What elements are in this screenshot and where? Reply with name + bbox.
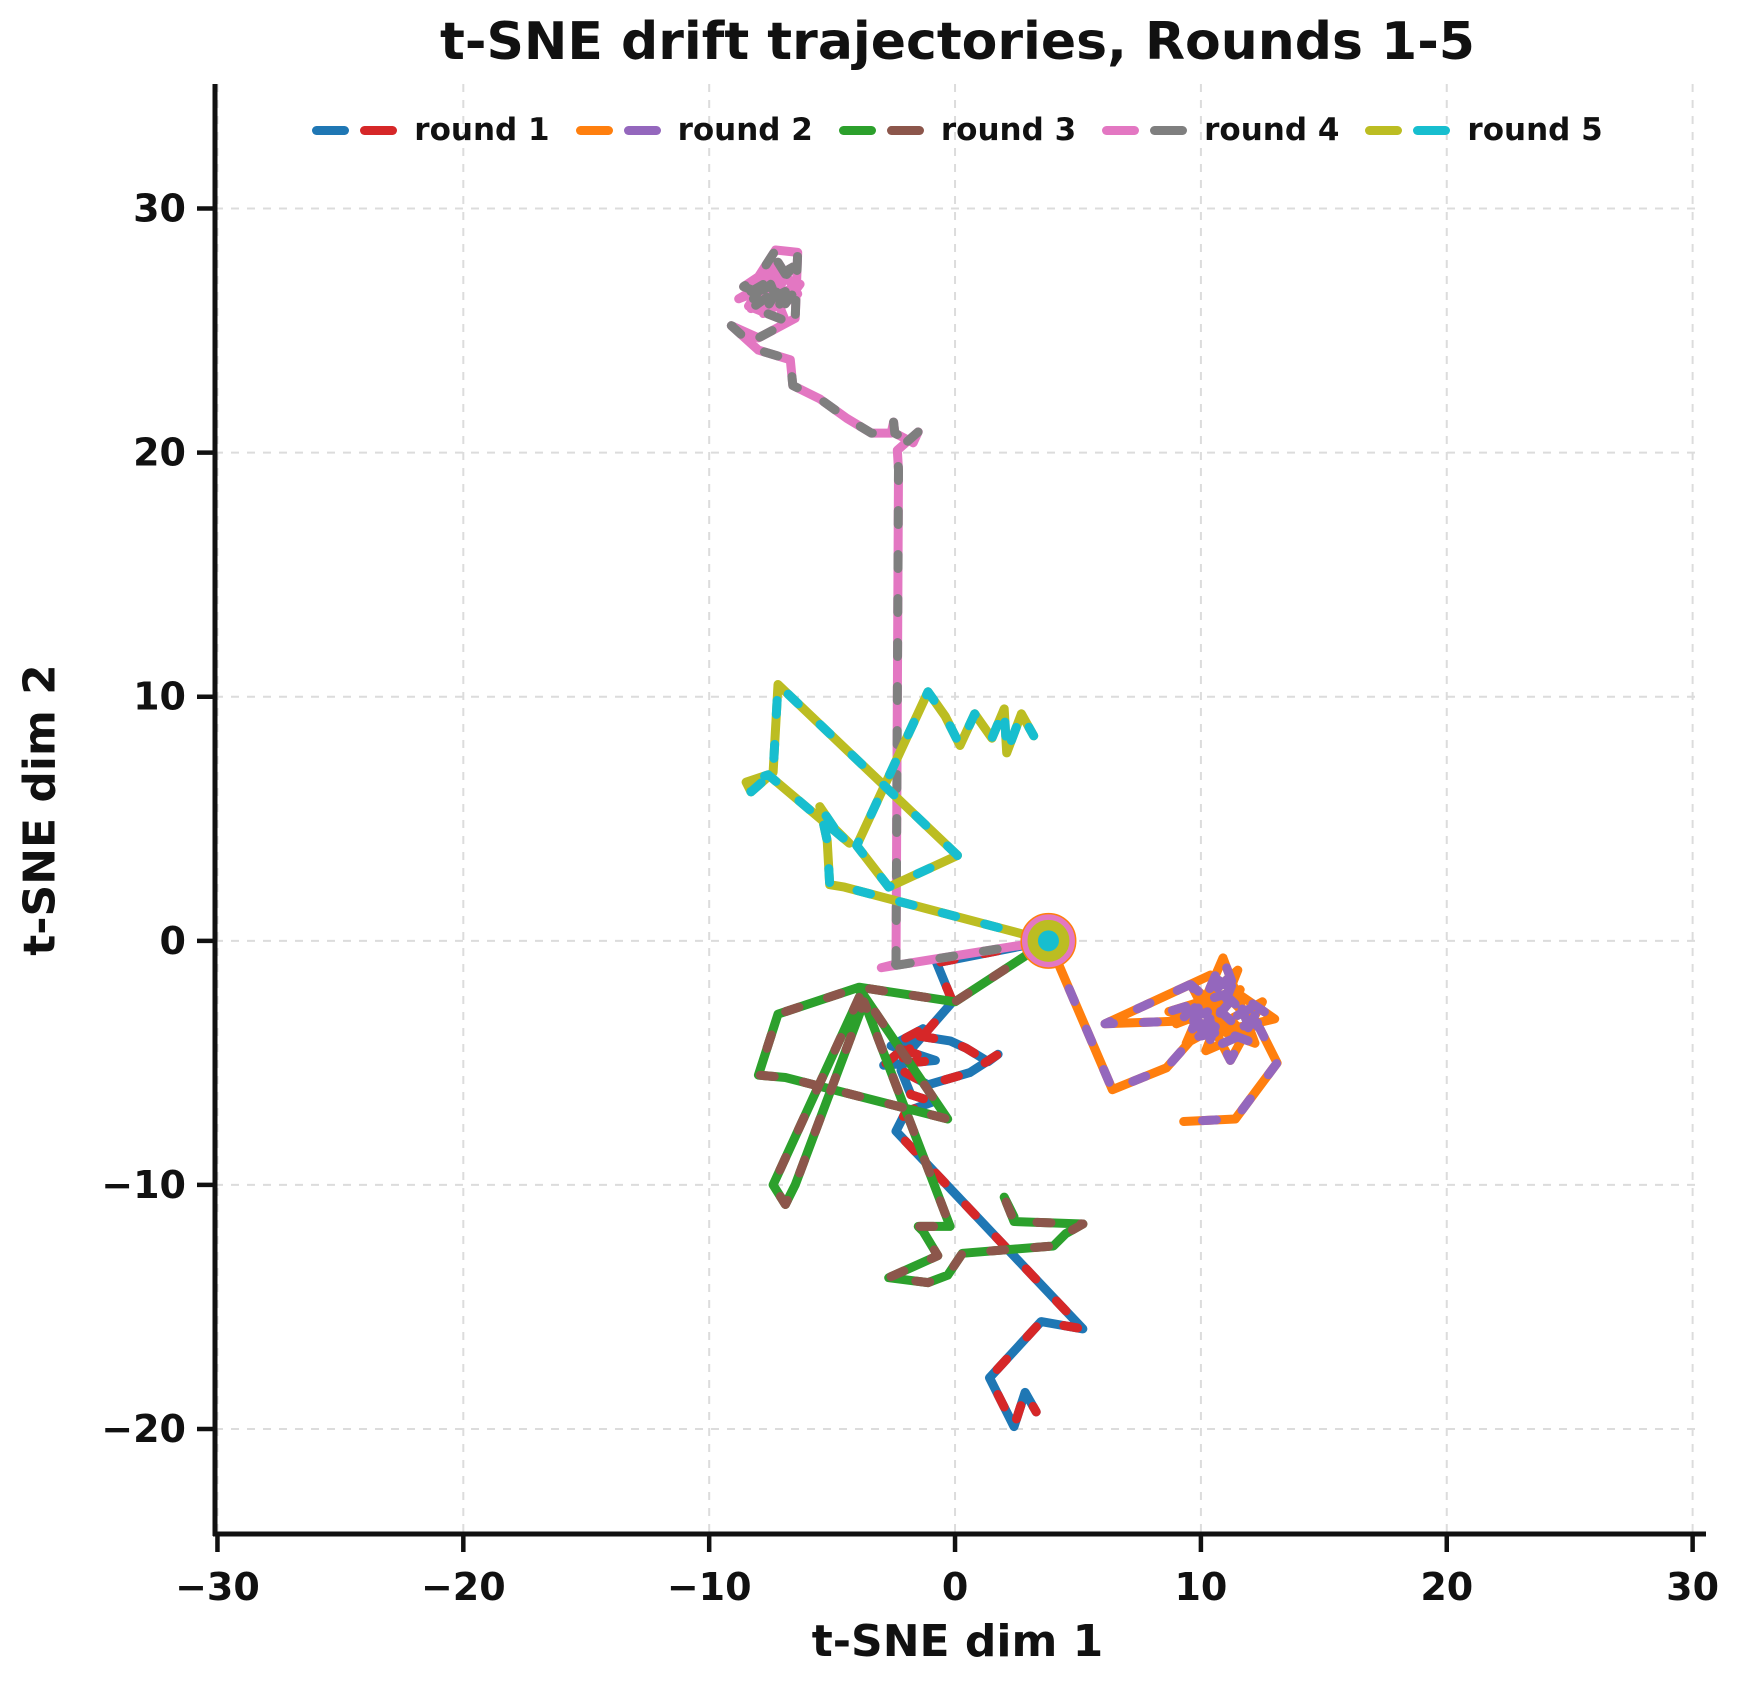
legend-label: round 1 [414, 112, 550, 148]
y-tick-label-20: 20 [133, 431, 186, 475]
legend-label: round 2 [677, 112, 813, 148]
legend-item-round-3: round 3 [838, 112, 1077, 148]
trajectory-4-dash [726, 245, 1053, 973]
chart-title: t-SNE drift trajectories, Rounds 1-5 [440, 12, 1475, 72]
x-tick-label-30: 30 [1666, 1565, 1719, 1609]
legend-label: round 5 [1467, 112, 1603, 148]
legend-dash-icon [575, 125, 613, 135]
x-tick-label--30: −30 [175, 1565, 260, 1609]
legend-dash-icon [312, 125, 350, 135]
legend-dash-icon [1413, 125, 1451, 135]
legend-dash-icon [838, 125, 876, 135]
y-tick-label-30: 30 [133, 186, 186, 230]
y-tick-label--20: −20 [101, 1407, 186, 1451]
x-tick-label--20: −20 [421, 1565, 506, 1609]
y-tick-label--10: −10 [101, 1163, 186, 1207]
y-axis-label: t-SNE dim 2 [14, 664, 66, 956]
x-tick-label-10: 10 [1174, 1565, 1227, 1609]
legend: round 1 round 2 round 3 round 4 round 5 [215, 112, 1700, 148]
legend-dash-icon [360, 125, 398, 135]
y-tick-label-0: 0 [160, 919, 186, 963]
legend-item-round-2: round 2 [575, 112, 813, 148]
trajectory-1-base [879, 936, 1088, 1432]
legend-dash-icon [623, 125, 661, 135]
start-marker-ring-1 [1021, 914, 1075, 968]
legend-item-round-1: round 1 [312, 112, 550, 148]
legend-label: round 3 [940, 112, 1077, 148]
legend-label: round 4 [1204, 112, 1340, 148]
trajectory-2-dash [1044, 936, 1282, 1126]
x-tick-label--10: −10 [667, 1565, 752, 1609]
start-marker-ring-3 [1037, 930, 1059, 952]
trajectory-1-dash [879, 936, 1088, 1432]
trajectory-5-dash [741, 680, 1053, 946]
legend-dash-icon [886, 125, 924, 135]
trajectory-3-dash [753, 936, 1088, 1288]
x-axis-label: t-SNE dim 1 [811, 1616, 1104, 1667]
y-tick-label-10: 10 [133, 675, 186, 719]
legend-item-round-4: round 4 [1102, 112, 1339, 148]
legend-dash-icon [1365, 125, 1403, 135]
legend-item-round-5: round 5 [1365, 112, 1603, 148]
start-marker-ring-2 [1027, 919, 1070, 962]
x-tick-label-0: 0 [942, 1565, 968, 1609]
x-tick-label-20: 20 [1420, 1565, 1473, 1609]
legend-dash-icon [1102, 125, 1140, 135]
legend-dash-icon [1150, 125, 1188, 135]
